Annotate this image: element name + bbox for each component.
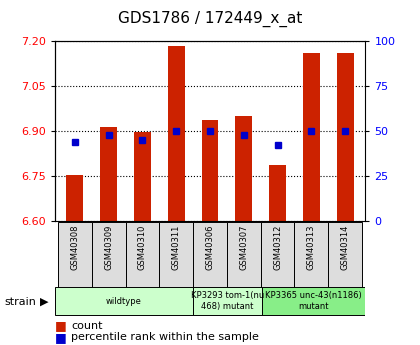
Text: GSM40314: GSM40314: [341, 225, 349, 270]
Text: percentile rank within the sample: percentile rank within the sample: [71, 333, 259, 342]
Text: GSM40307: GSM40307: [239, 225, 248, 270]
Text: wildtype: wildtype: [106, 296, 142, 306]
Bar: [202, 120, 218, 221]
Text: KP3365 unc-43(n1186)
mutant: KP3365 unc-43(n1186) mutant: [265, 291, 362, 311]
FancyBboxPatch shape: [294, 222, 328, 292]
Bar: [235, 116, 252, 221]
Bar: [269, 165, 286, 221]
FancyBboxPatch shape: [262, 287, 365, 315]
Text: ■: ■: [55, 319, 66, 333]
Text: GSM40306: GSM40306: [205, 225, 215, 270]
Text: GSM40310: GSM40310: [138, 225, 147, 270]
FancyBboxPatch shape: [159, 222, 193, 292]
Text: GSM40312: GSM40312: [273, 225, 282, 270]
Bar: [100, 127, 117, 221]
Text: KP3293 tom-1(nu
468) mutant: KP3293 tom-1(nu 468) mutant: [191, 291, 264, 311]
Bar: [337, 53, 354, 221]
FancyBboxPatch shape: [58, 222, 92, 292]
Text: ▶: ▶: [40, 297, 48, 307]
FancyBboxPatch shape: [126, 222, 159, 292]
Text: GSM40308: GSM40308: [71, 225, 79, 270]
Bar: [168, 46, 185, 221]
Bar: [66, 175, 83, 221]
FancyBboxPatch shape: [227, 222, 261, 292]
Text: ■: ■: [55, 331, 66, 344]
Bar: [134, 132, 151, 221]
Text: GSM40313: GSM40313: [307, 225, 316, 270]
Text: GDS1786 / 172449_x_at: GDS1786 / 172449_x_at: [118, 10, 302, 27]
FancyBboxPatch shape: [55, 287, 193, 315]
FancyBboxPatch shape: [328, 222, 362, 292]
FancyBboxPatch shape: [92, 222, 126, 292]
Text: GSM40309: GSM40309: [104, 225, 113, 270]
Text: GSM40311: GSM40311: [172, 225, 181, 270]
Bar: [303, 53, 320, 221]
Text: count: count: [71, 321, 103, 331]
FancyBboxPatch shape: [193, 287, 262, 315]
FancyBboxPatch shape: [193, 222, 227, 292]
Text: strain: strain: [4, 297, 36, 307]
FancyBboxPatch shape: [261, 222, 294, 292]
